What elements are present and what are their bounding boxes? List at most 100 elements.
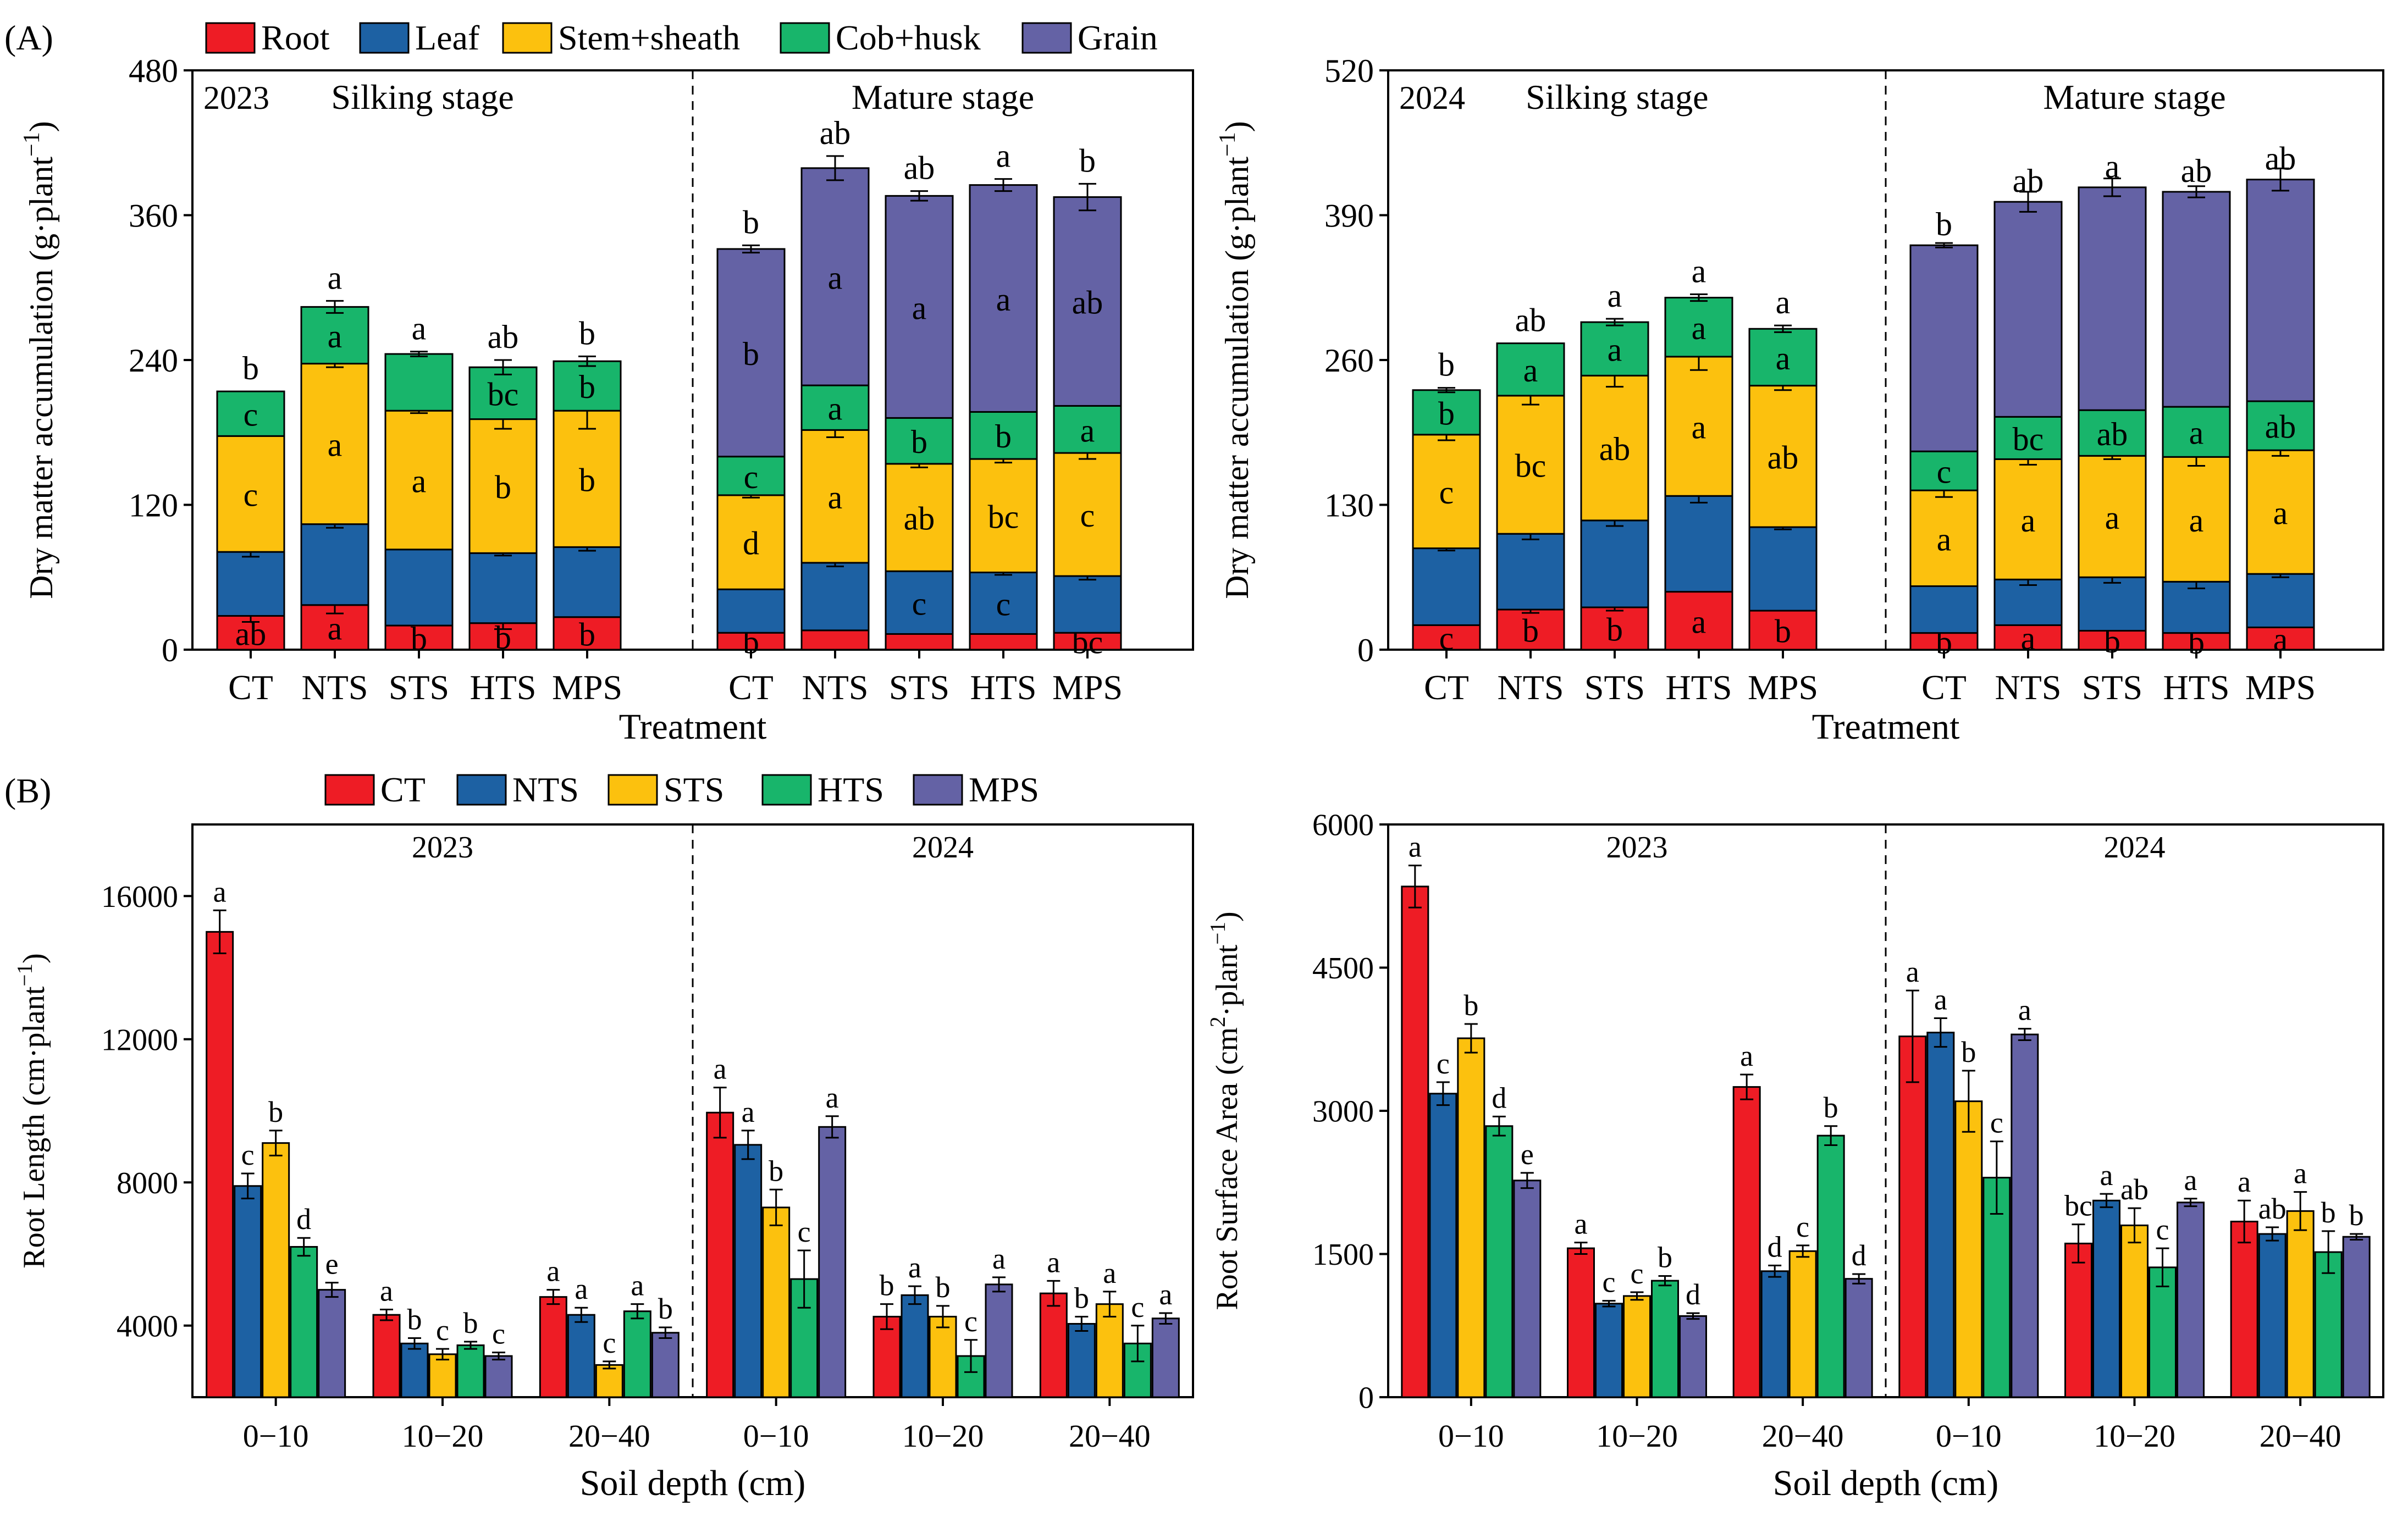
legend-label-nts: NTS bbox=[512, 770, 579, 809]
bar-cob-husk-sts bbox=[384, 353, 454, 412]
year-label: 2023 bbox=[203, 80, 269, 116]
bar-grain-hts bbox=[2162, 191, 2231, 408]
bar-ct-2024-10-20 bbox=[2064, 1242, 2092, 1398]
significance-letter: bc bbox=[988, 499, 1019, 535]
significance-letter: b bbox=[1074, 1281, 1089, 1314]
significance-letter: a bbox=[1934, 983, 1947, 1016]
bar-cob-husk-hts bbox=[1664, 296, 1733, 358]
bar-stem-sheath-hts bbox=[2162, 456, 2231, 583]
bar-leaf-hts bbox=[1664, 495, 1733, 593]
bar-mps-2024-20-40 bbox=[1151, 1317, 1180, 1398]
bar-mps-2024-10-20 bbox=[2177, 1202, 2205, 1398]
total-significance-letter: b bbox=[1438, 347, 1455, 383]
y-tick-label: 390 bbox=[1324, 198, 1374, 234]
bar-leaf-mps bbox=[1748, 526, 1818, 612]
bar-ct-2024-20-40 bbox=[1039, 1292, 1068, 1398]
bar-leaf-mps bbox=[1053, 575, 1122, 634]
legend-label-stem-sheath: Stem+sheath bbox=[558, 18, 740, 57]
bar-hts-2023-20-40 bbox=[1816, 1134, 1845, 1398]
y-tick-label: 4500 bbox=[1312, 951, 1374, 986]
significance-letter: a bbox=[2105, 148, 2120, 185]
bar-stem-sheath-nts bbox=[800, 429, 870, 564]
bar-cob-husk-mps bbox=[2246, 400, 2315, 451]
bar-root-nts bbox=[800, 629, 870, 651]
legend-label-cob-husk: Cob+husk bbox=[836, 18, 981, 57]
bar-sts-2023-0-10 bbox=[262, 1142, 290, 1398]
significance-letter: ab bbox=[2120, 1173, 2149, 1206]
bar-nts-2024-0-10 bbox=[734, 1144, 763, 1398]
bar-stem-sheath-hts bbox=[969, 458, 1038, 573]
bar-grain-mps bbox=[2246, 179, 2315, 402]
x-tick-label: 10−20 bbox=[902, 1418, 984, 1454]
bar-leaf-ct bbox=[216, 551, 285, 617]
significance-letter: c bbox=[1631, 1257, 1644, 1290]
bar-stem-sheath-hts bbox=[1664, 356, 1733, 497]
bar-cob-husk-nts bbox=[1496, 342, 1565, 397]
legend-label-ct: CT bbox=[380, 770, 426, 809]
bar-cob-husk-hts bbox=[2162, 406, 2231, 458]
significance-letter: a bbox=[1776, 340, 1791, 377]
significance-letter: ab bbox=[2097, 416, 2128, 452]
x-tick-label: STS bbox=[889, 668, 949, 707]
significance-letter: a bbox=[1692, 409, 1706, 446]
bar-leaf-sts bbox=[1580, 519, 1649, 608]
significance-letter: c bbox=[1603, 1266, 1616, 1299]
legend-b: CT NTS STS HTS MPS bbox=[324, 770, 1039, 809]
significance-letter: e bbox=[1521, 1138, 1534, 1171]
bar-sts-2023-10-20 bbox=[428, 1353, 457, 1398]
total-significance-letter: b bbox=[743, 204, 759, 240]
legend-swatch-nts bbox=[456, 774, 507, 806]
bar-nts-2023-20-40 bbox=[1760, 1270, 1789, 1398]
significance-letter: a bbox=[2189, 502, 2204, 539]
significance-letter: a bbox=[1692, 310, 1706, 346]
significance-letter: ab bbox=[1072, 285, 1103, 321]
x-axis-label: Treatment bbox=[619, 707, 767, 747]
bar-cob-husk-nts bbox=[300, 306, 369, 365]
bar-stem-sheath-nts bbox=[1496, 395, 1565, 535]
year-label: 2024 bbox=[2104, 831, 2166, 865]
bar-grain-nts bbox=[1993, 201, 2063, 418]
bar-mps-2023-10-20 bbox=[1679, 1315, 1707, 1398]
y-tick-label: 12000 bbox=[101, 1023, 178, 1057]
significance-letter: a bbox=[213, 875, 227, 908]
significance-letter: ab bbox=[2258, 1192, 2287, 1225]
bar-nts-2024-20-40 bbox=[1067, 1322, 1096, 1398]
x-tick-label: STS bbox=[1584, 668, 1645, 707]
year-label: 2023 bbox=[1606, 831, 1668, 865]
legend-label-sts: STS bbox=[664, 770, 724, 809]
significance-letter: a bbox=[2238, 1165, 2251, 1198]
significance-letter: c bbox=[996, 586, 1011, 622]
bar-cob-husk-nts bbox=[1993, 416, 2063, 460]
bar-hts-2024-10-20 bbox=[2149, 1266, 2177, 1398]
bar-mps-2024-0-10 bbox=[818, 1126, 847, 1398]
y-tick-label: 4000 bbox=[117, 1309, 178, 1343]
bar-grain-hts bbox=[969, 184, 1038, 413]
legend-swatch-root bbox=[205, 22, 256, 54]
significance-letter: b bbox=[743, 336, 759, 372]
stage-label: Silking stage bbox=[331, 77, 513, 117]
bar-cob-husk-mps bbox=[1053, 405, 1122, 454]
bar-sts-2024-10-20 bbox=[2120, 1224, 2149, 1398]
significance-letter: e bbox=[325, 1248, 339, 1281]
chart-root-surface-area: 0 1500 3000 4500 6000 Root Surface Area (cm2·… bbox=[1206, 809, 2384, 1503]
y-tick-label: 360 bbox=[129, 198, 178, 234]
bar-sts-2024-20-40 bbox=[2286, 1210, 2315, 1398]
bar-root-nts bbox=[1993, 624, 2063, 651]
year-label: 2024 bbox=[912, 831, 974, 865]
significance-letter: c bbox=[244, 397, 258, 433]
x-tick-label: 20−40 bbox=[1069, 1418, 1151, 1454]
bar-root-sts bbox=[885, 633, 954, 651]
significance-letter: a bbox=[828, 479, 843, 516]
panel-label-b: (B) bbox=[4, 771, 51, 810]
significance-letter: a bbox=[1409, 831, 1422, 863]
x-tick-label: HTS bbox=[2163, 668, 2230, 707]
bar-grain-ct bbox=[1909, 244, 1979, 452]
x-tick-label: HTS bbox=[1666, 668, 1732, 707]
significance-letter: c bbox=[1937, 454, 1952, 490]
bar-mps-2024-0-10 bbox=[2011, 1033, 2039, 1398]
panel-label-a: (A) bbox=[4, 18, 53, 57]
significance-letter: a bbox=[328, 318, 343, 355]
x-tick-label: MPS bbox=[1748, 668, 1818, 707]
bar-sts-2023-20-40 bbox=[595, 1364, 623, 1398]
y-tick-label: 260 bbox=[1324, 342, 1374, 379]
